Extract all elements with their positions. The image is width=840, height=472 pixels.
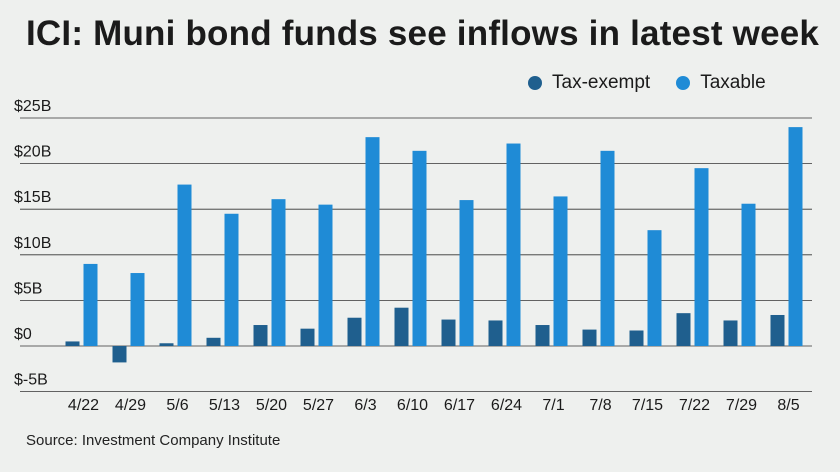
bar-taxable-5-6 (177, 184, 192, 346)
legend-label-tax-exempt: Tax-exempt (552, 72, 651, 93)
legend: Tax-exempt Taxable (528, 72, 766, 94)
bar-taxable-4-22 (83, 263, 98, 346)
bar-taxable-4-29 (130, 273, 145, 346)
bar-tax-exempt-7-15 (629, 330, 644, 346)
x-tick-label: 7/15 (632, 397, 663, 414)
y-tick-label: $5B (14, 280, 42, 297)
legend-item-tax-exempt: Tax-exempt (528, 72, 650, 94)
bar-tax-exempt-7-1 (535, 325, 550, 346)
bar-tax-exempt-5-20 (253, 325, 268, 346)
bar-tax-exempt-6-24 (488, 320, 503, 346)
y-tick-label: $0 (14, 326, 32, 343)
x-tick-label: 6/24 (491, 397, 522, 414)
bar-taxable-7-15 (647, 230, 662, 346)
bar-taxable-6-17 (459, 200, 474, 346)
bar-taxable-6-24 (506, 143, 521, 346)
bar-tax-exempt-5-6 (159, 343, 174, 346)
y-tick-label: $20B (14, 144, 51, 161)
bar-tax-exempt-7-8 (582, 329, 597, 346)
bar-tax-exempt-4-29 (112, 346, 127, 363)
x-tick-label: 6/10 (397, 397, 428, 414)
bar-taxable-7-1 (553, 196, 568, 346)
bar-tax-exempt-5-27 (300, 328, 315, 346)
y-tick-label: $15B (14, 189, 51, 206)
x-tick-label: 6/3 (354, 397, 376, 414)
bar-taxable-7-8 (600, 150, 615, 346)
bar-taxable-6-10 (412, 150, 427, 346)
x-tick-label: 4/22 (68, 397, 99, 414)
x-tick-label: 7/22 (679, 397, 710, 414)
x-tick-label: 5/13 (209, 397, 240, 414)
x-tick-label: 8/5 (777, 397, 799, 414)
bar-taxable-7-22 (694, 168, 709, 346)
bar-taxable-8-5 (788, 127, 803, 347)
bar-taxable-7-29 (741, 203, 756, 346)
y-tick-label: $25B (14, 98, 51, 115)
x-tick-label: 5/6 (166, 397, 188, 414)
bar-taxable-5-20 (271, 199, 286, 346)
y-tick-label: $-5B (14, 372, 48, 389)
bar-tax-exempt-7-22 (676, 313, 691, 346)
x-tick-label: 7/8 (589, 397, 611, 414)
bar-tax-exempt-4-22 (65, 341, 80, 346)
x-tick-label: 5/27 (303, 397, 334, 414)
bar-taxable-6-3 (365, 137, 380, 346)
bar-taxable-5-13 (224, 213, 239, 346)
x-tick-label: 7/1 (542, 397, 564, 414)
x-tick-label: 5/20 (256, 397, 287, 414)
bar-tax-exempt-5-13 (206, 337, 221, 346)
x-tick-label: 4/29 (115, 397, 146, 414)
source-note: Source: Investment Company Institute (26, 432, 281, 449)
x-tick-label: 6/17 (444, 397, 475, 414)
chart-title: ICI: Muni bond funds see inflows in late… (26, 14, 820, 53)
bar-tax-exempt-6-17 (441, 319, 456, 346)
bar-tax-exempt-8-5 (770, 314, 785, 346)
x-tick-label: 7/29 (726, 397, 757, 414)
bar-tax-exempt-6-3 (347, 317, 362, 346)
legend-swatch-taxable (676, 76, 691, 90)
y-tick-label: $10B (14, 235, 51, 252)
bar-tax-exempt-7-29 (723, 320, 738, 346)
legend-label-taxable: Taxable (700, 72, 766, 93)
bar-taxable-5-27 (318, 204, 333, 346)
bar-tax-exempt-6-10 (394, 307, 409, 346)
legend-item-taxable: Taxable (676, 72, 766, 94)
legend-swatch-tax-exempt (528, 76, 542, 90)
